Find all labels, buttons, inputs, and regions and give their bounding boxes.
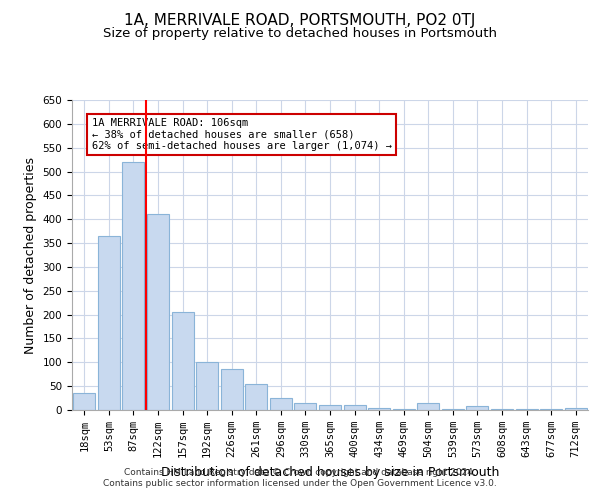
Bar xyxy=(270,398,292,410)
Bar xyxy=(196,362,218,410)
Bar xyxy=(245,384,268,410)
Bar xyxy=(442,408,464,410)
Text: Contains HM Land Registry data © Crown copyright and database right 2024.
Contai: Contains HM Land Registry data © Crown c… xyxy=(103,468,497,487)
Bar xyxy=(98,236,120,410)
Bar xyxy=(147,214,169,410)
Bar xyxy=(221,370,243,410)
Bar xyxy=(491,408,513,410)
X-axis label: Distribution of detached houses by size in Portsmouth: Distribution of detached houses by size … xyxy=(161,466,499,478)
Bar xyxy=(319,405,341,410)
Bar xyxy=(565,408,587,410)
Bar xyxy=(344,405,365,410)
Text: Size of property relative to detached houses in Portsmouth: Size of property relative to detached ho… xyxy=(103,28,497,40)
Y-axis label: Number of detached properties: Number of detached properties xyxy=(24,156,37,354)
Bar xyxy=(172,312,194,410)
Bar xyxy=(295,403,316,410)
Bar xyxy=(515,408,538,410)
Text: 1A MERRIVALE ROAD: 106sqm
← 38% of detached houses are smaller (658)
62% of semi: 1A MERRIVALE ROAD: 106sqm ← 38% of detac… xyxy=(92,118,392,152)
Bar xyxy=(540,408,562,410)
Bar xyxy=(73,394,95,410)
Bar xyxy=(417,403,439,410)
Bar xyxy=(122,162,145,410)
Bar xyxy=(392,408,415,410)
Bar xyxy=(368,408,390,410)
Bar xyxy=(466,406,488,410)
Text: 1A, MERRIVALE ROAD, PORTSMOUTH, PO2 0TJ: 1A, MERRIVALE ROAD, PORTSMOUTH, PO2 0TJ xyxy=(124,12,476,28)
